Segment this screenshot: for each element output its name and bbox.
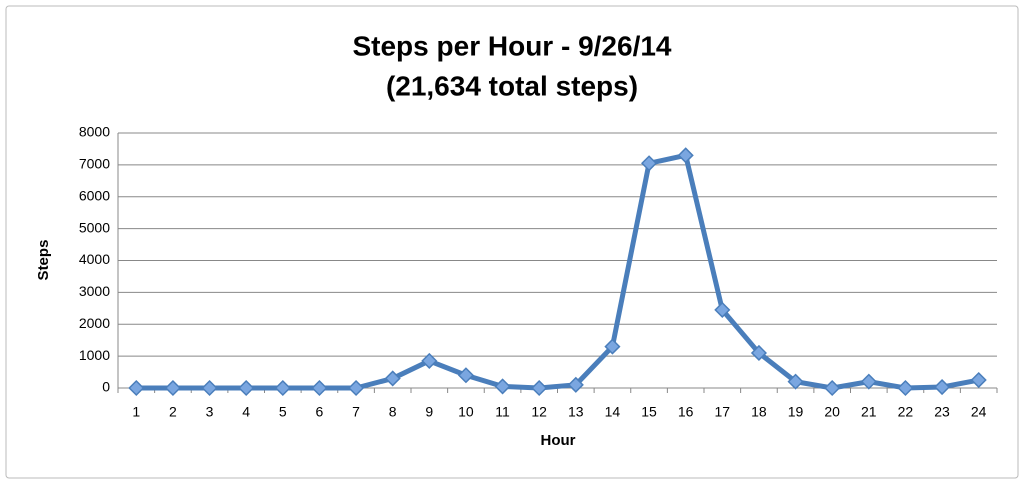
marker <box>714 301 731 318</box>
x-tick-label: 22 <box>898 404 914 420</box>
x-tick-label: 6 <box>316 404 324 420</box>
x-tick-label: 12 <box>531 404 547 420</box>
x-tick-label: 11 <box>495 404 510 420</box>
marker <box>238 379 255 397</box>
x-tick-label: 7 <box>352 404 360 420</box>
y-tick-label: 8000 <box>79 124 110 140</box>
x-tick-label: 17 <box>715 404 731 420</box>
x-tick-label: 19 <box>788 404 804 420</box>
marker <box>567 376 584 393</box>
x-tick-label: 24 <box>971 404 987 420</box>
marker <box>164 379 181 397</box>
x-tick-label: 14 <box>605 404 621 420</box>
y-tick-label: 0 <box>102 379 110 395</box>
marker <box>604 338 621 355</box>
marker <box>860 373 877 390</box>
x-tick-label: 18 <box>751 404 767 420</box>
y-tick-label: 1000 <box>79 347 110 363</box>
x-tick-label: 15 <box>641 404 657 420</box>
x-tick-label: 16 <box>678 404 694 420</box>
x-tick-label: 2 <box>169 404 177 420</box>
chart-title: Steps per Hour - 9/26/14 <box>352 30 671 61</box>
y-tick-label: 7000 <box>79 156 110 172</box>
marker <box>201 379 218 397</box>
marker <box>970 371 987 389</box>
marker <box>457 367 474 384</box>
x-tick-label: 9 <box>425 404 433 420</box>
y-tick-label: 6000 <box>79 187 110 203</box>
x-tick-label: 20 <box>824 404 840 420</box>
x-tick-label: 23 <box>934 404 950 420</box>
marker <box>897 379 914 397</box>
marker <box>384 370 401 387</box>
marker <box>274 379 291 397</box>
x-tick-label: 21 <box>861 404 877 420</box>
marker <box>824 379 841 397</box>
marker <box>348 379 365 397</box>
x-tick-label: 8 <box>389 404 397 420</box>
marker <box>934 378 951 396</box>
chart-subtitle: (21,634 total steps) <box>386 70 638 101</box>
x-tick-label: 5 <box>279 404 287 420</box>
marker <box>750 344 767 361</box>
x-tick-label: 3 <box>206 404 214 420</box>
marker <box>787 373 804 390</box>
y-tick-label: 5000 <box>79 219 110 235</box>
marker <box>494 378 511 395</box>
x-tick-label: 13 <box>568 404 584 420</box>
x-tick-label: 10 <box>458 404 474 420</box>
x-tick-label: 1 <box>132 404 140 420</box>
y-tick-label: 4000 <box>79 251 110 267</box>
marker <box>311 379 328 397</box>
y-tick-label: 3000 <box>79 283 110 299</box>
x-axis-title: Hour <box>541 432 576 449</box>
y-tick-label: 2000 <box>79 315 110 331</box>
marker <box>128 379 145 397</box>
marker <box>641 155 658 172</box>
y-axis-title: Steps <box>35 240 52 281</box>
marker <box>531 379 548 397</box>
x-tick-label: 4 <box>242 404 250 420</box>
marker <box>421 352 438 369</box>
marker <box>677 147 694 164</box>
